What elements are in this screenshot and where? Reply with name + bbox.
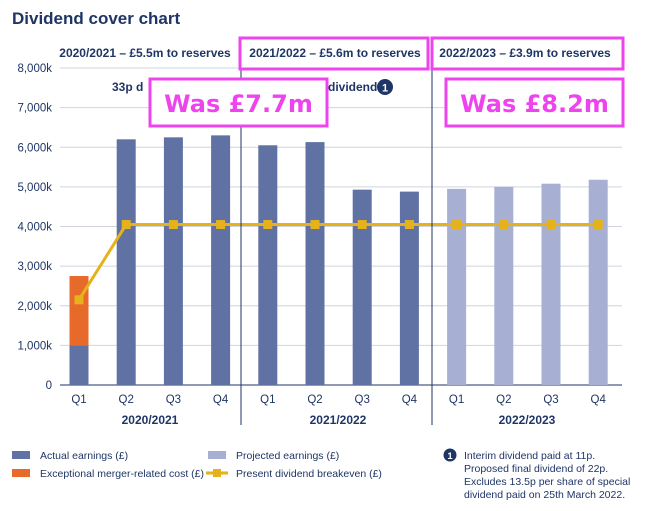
x-axis-ticks: Q1 Q2 Q3 Q4 Q1 Q2 Q3 Q4 Q1 Q2 Q3 Q4: [71, 394, 606, 406]
legend-swatch-exceptional: [12, 469, 30, 477]
x-tick-label-11: Q4: [591, 394, 607, 406]
legend-label-actual: Actual earnings (£): [40, 450, 128, 462]
y-tick-label-7: 7,000k: [17, 103, 52, 115]
breakeven-point-11: [593, 220, 603, 230]
x-tick-label-10: Q3: [543, 394, 558, 406]
bar-actual-2: [163, 137, 183, 385]
legend-label-projected: Projected earnings (£): [236, 450, 339, 462]
breakeven-point-8: [452, 220, 462, 230]
breakeven-point-6: [357, 220, 367, 230]
breakeven-point-3: [216, 220, 226, 230]
y-tick-label-6: 6,000k: [17, 142, 52, 154]
breakeven-polyline: [77, 223, 599, 301]
bar-projected-9: [494, 186, 514, 385]
bar-actual-3: [211, 135, 231, 385]
legend-label-exceptional: Exceptional merger-related cost (£): [40, 468, 204, 480]
footnote-line-3: Excludes 13.5p per share of special: [464, 476, 630, 488]
highlight-box-2021-2022: [238, 36, 430, 71]
legend: Actual earnings (£) Exceptional merger-r…: [12, 450, 382, 480]
annotation-box-was-8-2m: [444, 77, 625, 128]
legend-marker-breakeven: [213, 469, 221, 477]
period-label-2021-2022: 2021/2022 – £5.6m to reserves: [249, 46, 421, 60]
y-tick-label-3: 3,000k: [17, 261, 52, 273]
subnote-left: 33p d: [112, 80, 143, 94]
x-tick-label-4: Q1: [260, 394, 275, 406]
y-tick-label-5: 5,000k: [17, 182, 52, 194]
breakeven-point-2: [168, 220, 178, 230]
highlight-box-2022-2023: [430, 36, 625, 71]
x-tick-label-5: Q2: [307, 394, 322, 406]
bar-projected-8: [447, 188, 467, 385]
breakeven-point-9: [499, 220, 509, 230]
footnote-marker-circle: [443, 448, 457, 462]
period-label-2020-2021: 2020/2021 – £5.5m to reserves: [59, 46, 231, 60]
breakeven-line: [74, 220, 603, 305]
year-label-2021-2022: 2021/2022: [310, 413, 367, 427]
footnote-line-1: Interim dividend paid at 11p.: [464, 450, 595, 462]
year-label-2020-2021: 2020/2021: [122, 413, 179, 427]
annotation-was-7-7m: Was £7.7m: [164, 90, 313, 118]
legend-swatch-projected: [208, 451, 226, 459]
bar-actual-1: [116, 139, 136, 385]
y-tick-label-1: 1,000k: [17, 340, 52, 352]
bar-projected-10: [541, 183, 561, 385]
bar-projected-11: [588, 179, 608, 385]
bars: [69, 135, 608, 385]
bar-actual-0: [69, 345, 89, 385]
subnote-marker-circle: [377, 79, 393, 95]
x-tick-label-3: Q4: [213, 394, 229, 406]
y-tick-label-8: 8,000k: [17, 63, 52, 75]
subnote-right: dividend: [328, 80, 377, 94]
footnote-line-4: dividend paid on 25th March 2022.: [464, 489, 625, 501]
subnote-marker-number: 1: [382, 83, 388, 95]
bar-actual-6: [352, 189, 372, 385]
annotation-box-was-7-7m: [148, 77, 329, 128]
chart-title: Dividend cover chart: [12, 9, 181, 28]
y-tick-label-2: 2,000k: [17, 301, 52, 313]
legend-swatch-actual: [12, 451, 30, 459]
breakeven-point-5: [310, 220, 320, 230]
period-label-2022-2023: 2022/2023 – £3.9m to reserves: [439, 46, 611, 60]
x-tick-label-1: Q2: [119, 394, 134, 406]
y-axis-ticks: 0 1,000k 2,000k 3,000k 4,000k 5,000k 6,000k 7,0…: [17, 63, 52, 392]
annotation-was-8-2m: Was £8.2m: [460, 90, 609, 118]
breakeven-point-4: [263, 220, 273, 230]
year-label-2022-2023: 2022/2023: [499, 413, 556, 427]
breakeven-point-0: [74, 295, 84, 305]
bar-actual-4: [258, 145, 278, 385]
x-tick-label-9: Q2: [496, 394, 511, 406]
y-tick-label-4: 4,000k: [17, 222, 52, 234]
footnote: 1 Interim dividend paid at 11p. Proposed…: [443, 448, 630, 501]
x-tick-label-0: Q1: [71, 394, 86, 406]
x-tick-label-8: Q1: [449, 394, 464, 406]
y-tick-label-0: 0: [46, 380, 52, 392]
x-tick-label-7: Q4: [402, 394, 418, 406]
breakeven-point-10: [546, 220, 556, 230]
legend-label-breakeven: Present dividend breakeven (£): [236, 468, 382, 480]
breakeven-point-7: [404, 220, 414, 230]
breakeven-point-1: [121, 220, 131, 230]
bar-actual-7: [399, 191, 419, 385]
x-tick-label-6: Q3: [355, 394, 370, 406]
footnote-marker-number: 1: [447, 451, 453, 462]
footnote-line-2: Proposed final dividend of 22p.: [464, 463, 608, 475]
x-tick-label-2: Q3: [166, 394, 181, 406]
bar-actual-5: [305, 142, 325, 385]
